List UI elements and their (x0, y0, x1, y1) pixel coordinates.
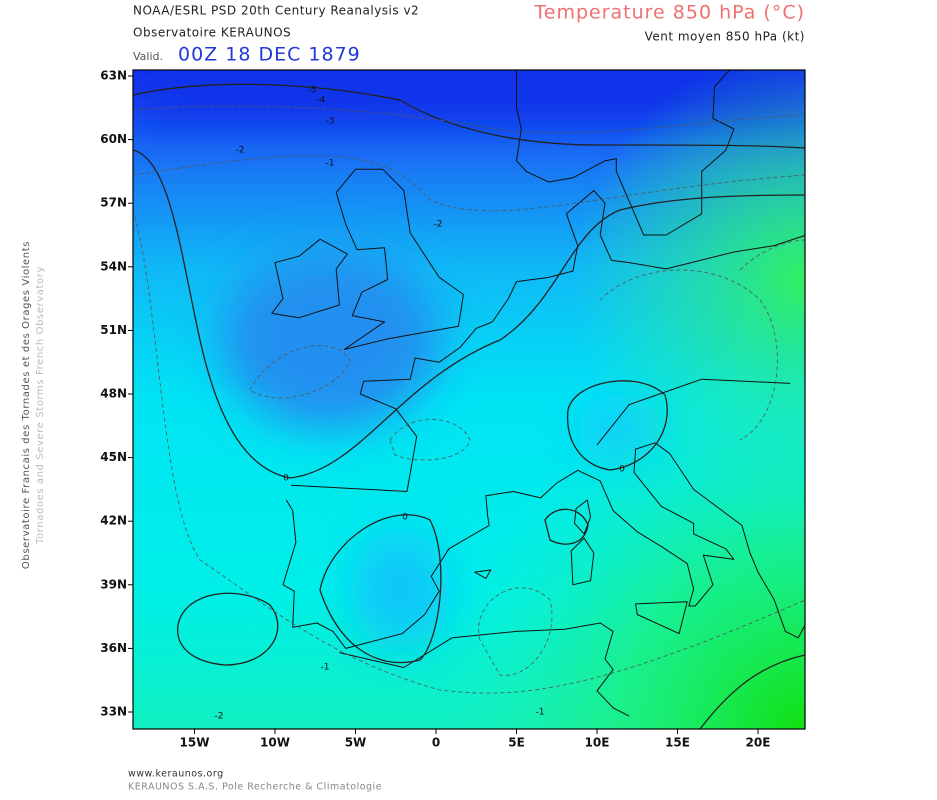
contour-label: -2 (434, 220, 443, 230)
isotherm-dashed (133, 155, 805, 212)
coastline (282, 442, 805, 649)
isotherm (133, 149, 805, 479)
isotherm (699, 654, 805, 729)
coastline (570, 537, 595, 586)
contour-label: -3 (326, 117, 335, 127)
lat-label: 60N (100, 132, 127, 146)
lat-label: 33N (100, 705, 127, 719)
isotherm-dashed (739, 239, 805, 271)
valid-prefix: Valid. (133, 50, 163, 63)
lat-label: 36N (100, 641, 127, 655)
contour-label: -1 (321, 663, 330, 673)
observatory-line: Observatoire KERAUNOS (133, 26, 291, 40)
isotherm (319, 514, 442, 664)
coastline (474, 569, 492, 579)
map-frame (132, 69, 806, 730)
lat-label: 54N (100, 259, 127, 273)
isotherm (133, 83, 805, 149)
map-area: -5-4 -3 -2 -1 -2 0 0 0 -1 -2 -1 (133, 70, 805, 729)
contour-label: 0 (402, 513, 408, 523)
lat-label: 48N (100, 387, 127, 401)
field-subtitle: Vent moyen 850 hPa (kt) (645, 30, 805, 44)
isotherm-dashed (389, 418, 471, 461)
isotherm (566, 380, 668, 471)
coastline (339, 622, 630, 717)
lon-label: 10E (585, 736, 610, 750)
lat-label: 51N (100, 323, 127, 337)
valid-date: 00Z 18 DEC 1879 (178, 44, 361, 66)
field-title: Temperature 850 hPa (°C) (533, 2, 805, 24)
coastline (574, 499, 592, 535)
lat-label: 45N (100, 450, 127, 464)
contour-label: 0 (283, 474, 289, 484)
contour-label: 0 (619, 465, 625, 475)
lon-label: 15W (180, 736, 210, 750)
footer-company: KERAUNOS S.A.S. Pole Recherche & Climato… (128, 782, 382, 793)
lon-label: 10W (260, 736, 290, 750)
source-line: NOAA/ESRL PSD 20th Century Reanalysis v2 (133, 4, 419, 18)
lat-label: 42N (100, 514, 127, 528)
lon-label: 5E (508, 736, 525, 750)
isotherm-dashed (133, 105, 805, 134)
coastline (271, 238, 348, 319)
side-text: Tornadoes and Severe Storms French Obser… (35, 266, 46, 545)
lat-label: 57N (100, 196, 127, 210)
contour-label: -4 (317, 96, 326, 106)
coastline (635, 601, 688, 635)
contour-label: -1 (326, 159, 335, 169)
lon-label: 0 (432, 736, 440, 750)
isotherm-dashed (249, 345, 351, 399)
footer-url: www.keraunos.org (128, 769, 224, 780)
isotherm-dashed (599, 269, 778, 441)
side-text: Observatoire Francais des Tornades et de… (21, 241, 32, 569)
lon-label: 15E (665, 736, 690, 750)
isotherm (177, 592, 279, 666)
contour-label: -2 (236, 146, 245, 156)
contour-label: -5 (308, 86, 317, 96)
contour-label: -2 (215, 712, 224, 722)
coastline (516, 70, 735, 236)
isotherm (544, 508, 589, 545)
coastline (335, 168, 464, 350)
coastline (291, 190, 805, 492)
lon-label: 5W (345, 736, 367, 750)
lon-label: 20E (746, 736, 771, 750)
isotherm-dashed (478, 587, 553, 676)
lat-label: 63N (100, 69, 127, 83)
contour-label: -1 (536, 708, 545, 718)
isotherm-dashed (133, 209, 805, 694)
lat-label: 39N (100, 577, 127, 591)
coastline (596, 378, 791, 446)
